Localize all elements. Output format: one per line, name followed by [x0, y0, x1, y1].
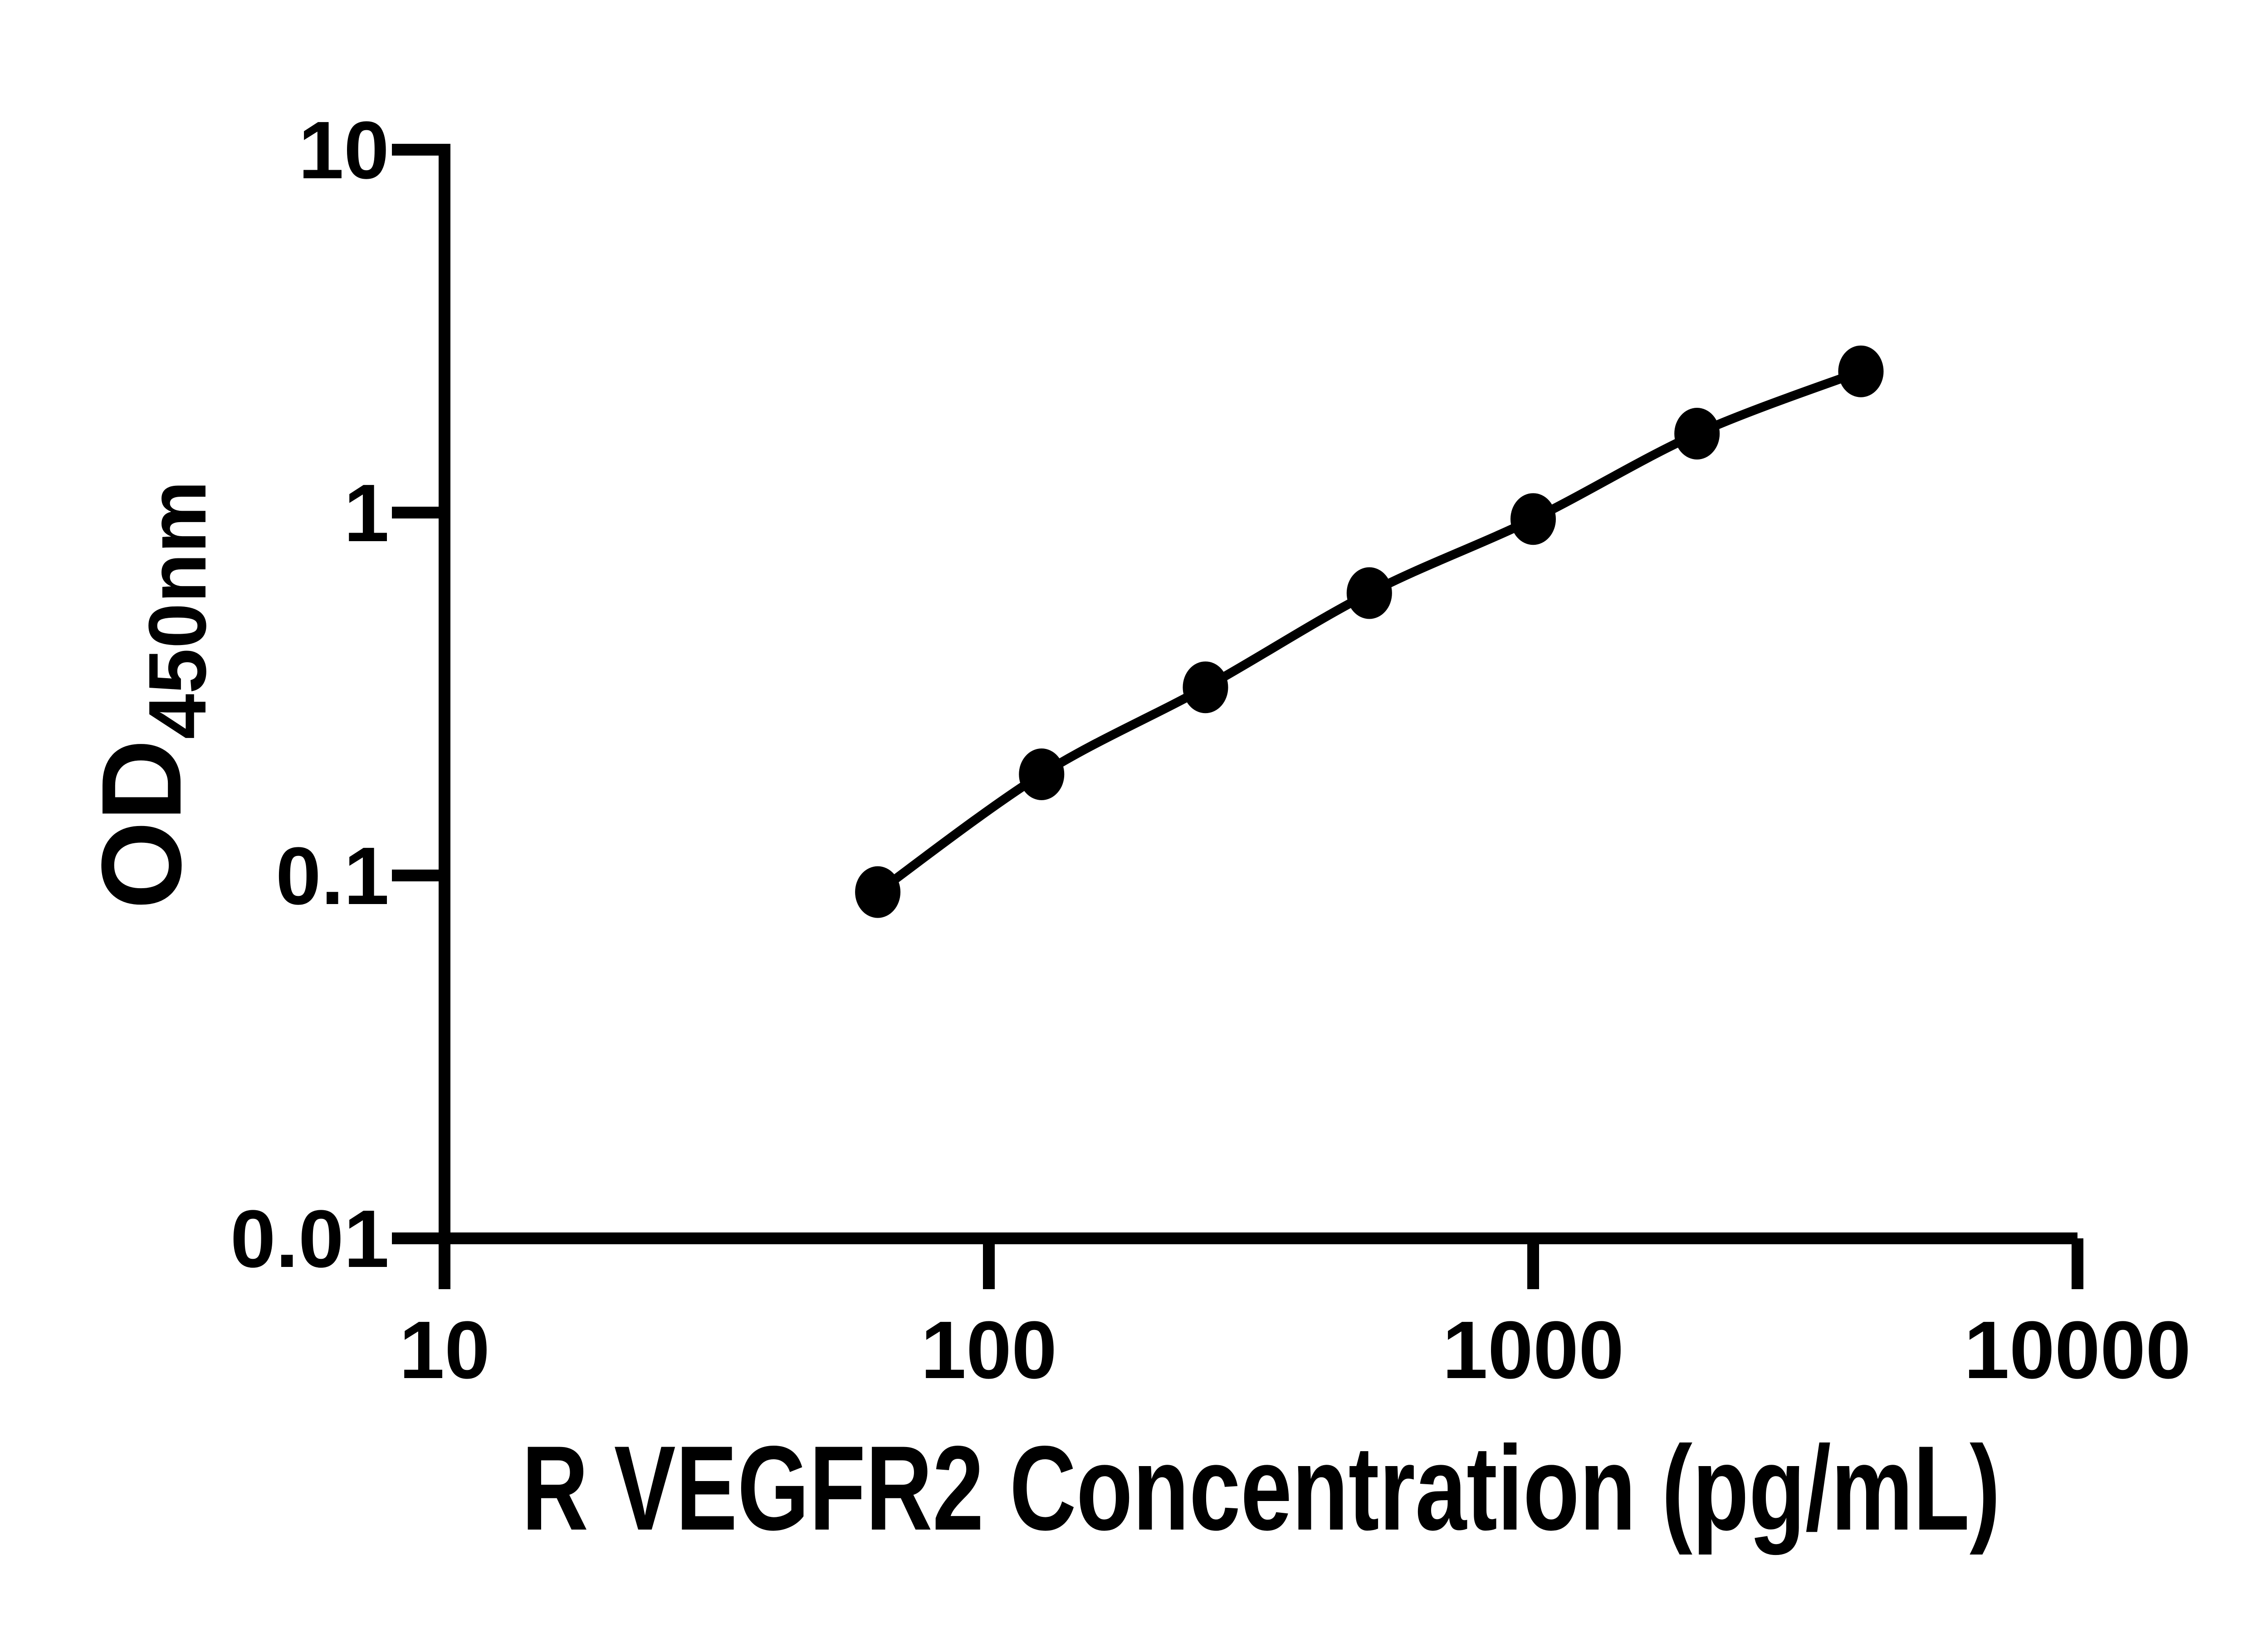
y-axis-title-main: OD	[78, 739, 205, 909]
x-axis-tick-label: 10000	[1964, 1305, 2191, 1396]
y-axis-title-subscript: 450nm	[132, 480, 223, 739]
data-point-marker	[1674, 408, 1720, 460]
y-axis-tick-label: 1	[344, 468, 389, 559]
y-axis-tick-label: 10	[298, 105, 389, 196]
x-axis-title: R VEGFR2 Concentration (pg/mL)	[522, 1421, 2000, 1556]
data-point-marker	[855, 866, 901, 918]
y-axis-title: OD450nm	[78, 480, 223, 909]
plot-root: 0.01 0.1 1 10 10 100 1000 10000 R VEGFR2 Concent…	[78, 105, 2191, 1556]
axis-lines	[439, 150, 2077, 1244]
data-point-marker	[1346, 567, 1392, 619]
x-axis-tick-label: 100	[921, 1305, 1057, 1396]
y-axis-tick-label: 0.01	[230, 1193, 389, 1285]
data-point-marker	[1183, 661, 1228, 714]
data-point-marker	[1510, 493, 1556, 545]
data-point-marker	[1838, 345, 1884, 397]
y-axis-tick-label: 0.1	[276, 831, 389, 922]
x-axis-tick-label: 10	[399, 1305, 490, 1396]
data-point-marker	[1019, 748, 1065, 800]
x-axis-tick-label: 1000	[1442, 1305, 1624, 1396]
